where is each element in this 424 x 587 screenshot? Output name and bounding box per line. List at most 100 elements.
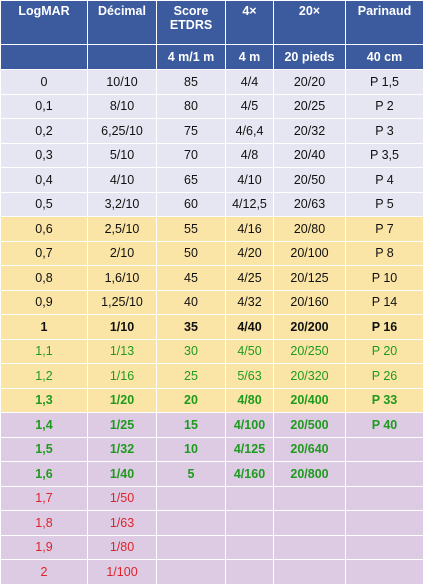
cell-parinaud: P 7 <box>345 216 424 242</box>
cell-four-x: 4/80 <box>225 387 274 413</box>
cell-score-etdrs: 5 <box>156 461 226 487</box>
cell-twenty-x: 20/32 <box>273 118 346 144</box>
cell-logmar: 1,4 <box>0 412 88 438</box>
cell-twenty-x <box>273 510 346 536</box>
table-header: LogMAR Décimal Score ETDRS 4× 20× Parina… <box>0 0 424 70</box>
cell-decimal: 1/13 <box>87 338 157 364</box>
cell-decimal: 10/10 <box>87 69 157 95</box>
cell-four-x: 4/12,5 <box>225 191 274 217</box>
cell-four-x <box>225 559 274 585</box>
table-row: 2 1/100 <box>0 559 424 585</box>
cell-parinaud: P 40 <box>345 412 424 438</box>
cell-twenty-x: 20/50 <box>273 167 346 193</box>
cell-parinaud <box>345 510 424 536</box>
table-row: 0,2 6,25/10 75 4/6,4 20/32 P 3 <box>0 118 424 144</box>
cell-four-x: 4/50 <box>225 338 274 364</box>
cell-decimal: 8/10 <box>87 93 157 119</box>
cell-four-x: 4/32 <box>225 289 274 315</box>
table-row: 1,2 1/16 25 5/63 20/320 P 26 <box>0 363 424 389</box>
cell-decimal: 1/40 <box>87 461 157 487</box>
cell-four-x: 4/6,4 <box>225 118 274 144</box>
cell-four-x: 4/40 <box>225 314 274 340</box>
cell-parinaud: P 16 <box>345 314 424 340</box>
cell-logmar: 1,3 <box>0 387 88 413</box>
header-unit-20x: 20 pieds <box>273 44 346 70</box>
table-row: 0,7 2/10 50 4/20 20/100 P 8 <box>0 240 424 266</box>
header-row-units: 4 m/1 m 4 m 20 pieds 40 cm <box>0 44 424 70</box>
cell-score-etdrs: 80 <box>156 93 226 119</box>
header-4x: 4× <box>225 0 274 45</box>
table-row: 1,7 1/50 <box>0 485 424 511</box>
cell-twenty-x: 20/125 <box>273 265 346 291</box>
header-20x: 20× <box>273 0 346 45</box>
cell-parinaud: P 1,5 <box>345 69 424 95</box>
table-row: 0 10/10 85 4/4 20/20 P 1,5 <box>0 69 424 95</box>
cell-logmar: 2 <box>0 559 88 585</box>
cell-decimal: 1/80 <box>87 534 157 560</box>
cell-four-x: 4/20 <box>225 240 274 266</box>
table-row: 1 1/10 35 4/40 20/200 P 16 <box>0 314 424 340</box>
cell-twenty-x: 20/250 <box>273 338 346 364</box>
cell-twenty-x <box>273 534 346 560</box>
cell-decimal: 1/63 <box>87 510 157 536</box>
header-parinaud: Parinaud <box>345 0 424 45</box>
cell-parinaud <box>345 559 424 585</box>
table-row: 0,4 4/10 65 4/10 20/50 P 4 <box>0 167 424 193</box>
cell-twenty-x <box>273 485 346 511</box>
cell-logmar: 0,5 <box>0 191 88 217</box>
cell-logmar: 0,4 <box>0 167 88 193</box>
cell-decimal: 1/10 <box>87 314 157 340</box>
cell-score-etdrs: 30 <box>156 338 226 364</box>
cell-decimal: 4/10 <box>87 167 157 193</box>
table-row: 1,1 1/13 30 4/50 20/250 P 20 <box>0 338 424 364</box>
cell-decimal: 1/25 <box>87 412 157 438</box>
cell-logmar: 1,7 <box>0 485 88 511</box>
table-row: 1,9 1/80 <box>0 534 424 560</box>
cell-score-etdrs <box>156 510 226 536</box>
cell-score-etdrs <box>156 559 226 585</box>
cell-logmar: 1,6 <box>0 461 88 487</box>
cell-four-x: 4/125 <box>225 436 274 462</box>
cell-decimal: 1/20 <box>87 387 157 413</box>
header-unit-logmar <box>0 44 88 70</box>
cell-twenty-x: 20/160 <box>273 289 346 315</box>
cell-logmar: 0,7 <box>0 240 88 266</box>
cell-logmar: 1,2 <box>0 363 88 389</box>
header-score-etdrs: Score ETDRS <box>156 0 226 45</box>
cell-decimal: 2,5/10 <box>87 216 157 242</box>
cell-four-x: 4/25 <box>225 265 274 291</box>
cell-score-etdrs: 60 <box>156 191 226 217</box>
cell-twenty-x: 20/500 <box>273 412 346 438</box>
cell-parinaud <box>345 485 424 511</box>
cell-decimal: 1/100 <box>87 559 157 585</box>
cell-logmar: 1 <box>0 314 88 340</box>
cell-parinaud <box>345 436 424 462</box>
header-unit-score: 4 m/1 m <box>156 44 226 70</box>
cell-four-x: 5/63 <box>225 363 274 389</box>
cell-twenty-x: 20/320 <box>273 363 346 389</box>
cell-score-etdrs: 50 <box>156 240 226 266</box>
cell-parinaud <box>345 461 424 487</box>
cell-four-x: 4/160 <box>225 461 274 487</box>
cell-logmar: 0,6 <box>0 216 88 242</box>
cell-decimal: 1,6/10 <box>87 265 157 291</box>
cell-decimal: 1/16 <box>87 363 157 389</box>
cell-score-etdrs: 75 <box>156 118 226 144</box>
cell-parinaud: P 8 <box>345 240 424 266</box>
cell-twenty-x <box>273 559 346 585</box>
cell-score-etdrs: 10 <box>156 436 226 462</box>
header-row-top: LogMAR Décimal Score ETDRS 4× 20× Parina… <box>0 0 424 45</box>
table-row: 0,1 8/10 80 4/5 20/25 P 2 <box>0 93 424 119</box>
table-row: 0,5 3,2/10 60 4/12,5 20/63 P 5 <box>0 191 424 217</box>
cell-decimal: 5/10 <box>87 142 157 168</box>
cell-logmar: 0,3 <box>0 142 88 168</box>
cell-twenty-x: 20/80 <box>273 216 346 242</box>
cell-twenty-x: 20/100 <box>273 240 346 266</box>
cell-score-etdrs: 15 <box>156 412 226 438</box>
cell-decimal: 6,25/10 <box>87 118 157 144</box>
table-row: 0,8 1,6/10 45 4/25 20/125 P 10 <box>0 265 424 291</box>
table-row: 0,3 5/10 70 4/8 20/40 P 3,5 <box>0 142 424 168</box>
cell-score-etdrs: 65 <box>156 167 226 193</box>
table-row: 1,8 1/63 <box>0 510 424 536</box>
cell-parinaud <box>345 534 424 560</box>
